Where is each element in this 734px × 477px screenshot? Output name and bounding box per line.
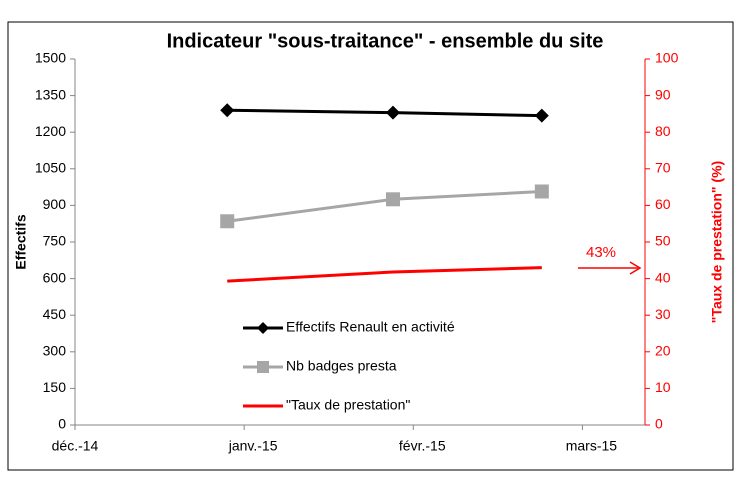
y-tick-label: 1050 [35,160,66,176]
y-tick-label: 0 [58,416,66,432]
y2-tick-label: 60 [655,196,671,212]
y-tick-label: 600 [43,269,67,285]
x-tick-label: mars-15 [566,438,618,454]
y-tick-label: 450 [43,306,67,322]
legend-marker [257,361,269,373]
y2-tick-label: 30 [655,306,671,322]
y2-tick-label: 70 [655,160,671,176]
y2-tick-label: 50 [655,233,671,249]
y2-tick-label: 0 [655,416,663,432]
y-tick-label: 150 [43,379,67,395]
chart-frame [7,21,734,471]
y2-tick-label: 90 [655,86,671,102]
point [534,108,549,123]
x-tick-label: févr.-15 [399,438,446,454]
y2-axis-label: "Taux de prestation" (%) [709,161,725,323]
legend-label: "Taux de prestation" [286,397,410,413]
x-tick-label: janv.-15 [228,438,278,454]
chart-title: Indicateur "sous-traitance" - ensemble d… [167,30,604,52]
y2-tick-label: 100 [655,50,679,66]
y2-tick-label: 80 [655,123,671,139]
annotation-arrowhead [629,261,642,275]
y-tick-label: 900 [43,196,67,212]
point [220,214,235,229]
legend-label: Effectifs Renault en activité [286,319,455,335]
x-tick-label: déc.-14 [52,438,99,454]
legend-marker [257,322,269,334]
point [534,184,549,199]
y-tick-label: 300 [43,343,67,359]
y2-tick-label: 20 [655,343,671,359]
y-tick-label: 750 [43,233,67,249]
y-axis-label: Effectifs [13,214,29,269]
y-tick-label: 1350 [35,86,66,102]
legend-label: Nb badges presta [286,358,397,374]
y2-tick-label: 40 [655,269,671,285]
point [385,105,400,120]
annotation: 43% [586,244,616,261]
y-tick-label: 1200 [35,123,66,139]
series-line [227,266,542,283]
y-tick-label: 1500 [35,50,66,66]
y2-tick-label: 10 [655,379,671,395]
point [385,192,400,207]
point [220,103,235,118]
